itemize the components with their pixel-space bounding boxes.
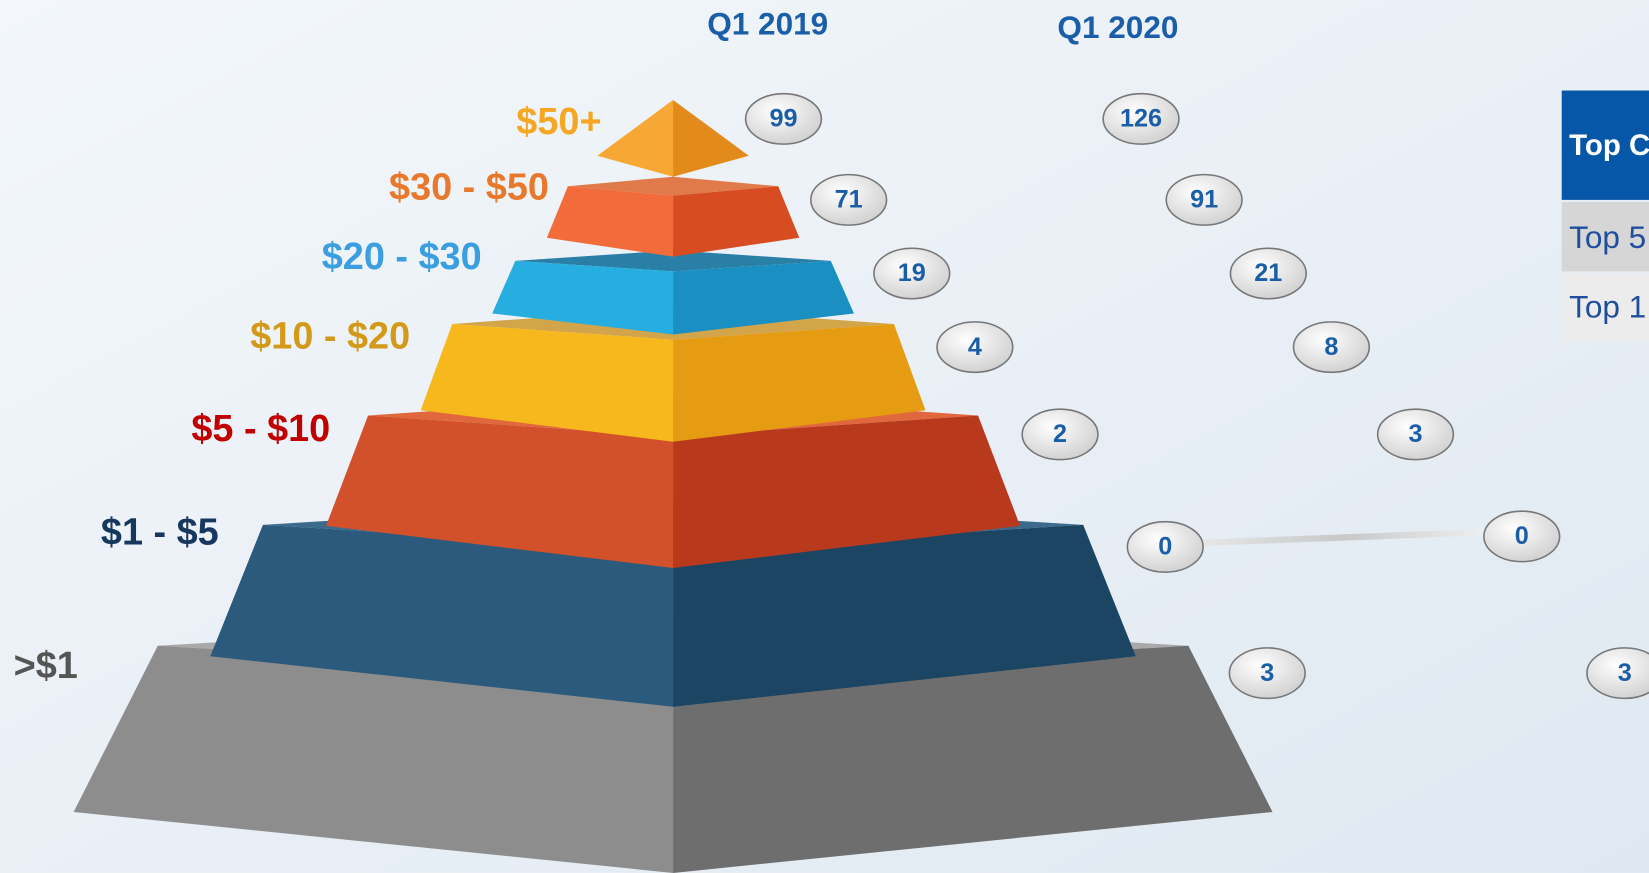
tier-label: $5 - $10 [191,408,330,450]
value-label: 71 [835,186,863,214]
tier-label: $1 - $5 [101,511,219,553]
value-label: 0 [1515,522,1529,550]
value-label: 126 [1120,105,1162,133]
value-label: 3 [1260,659,1274,687]
value-label: 91 [1190,186,1218,214]
tier-label: $30 - $50 [389,166,549,208]
value-label: 0 [1158,533,1172,561]
table: Top C Top 5 Top 1 [1562,91,1649,342]
value-label: 4 [968,333,982,361]
tier-label: >$1 [14,645,78,687]
value-label: 2 [1053,420,1067,448]
tier-label: $20 - $30 [322,236,482,278]
value-label: 8 [1324,333,1338,361]
value-label: 21 [1254,259,1282,287]
value-label: 99 [769,105,797,133]
table-header: Top C [1569,129,1649,162]
column-header: Q1 2020 [1057,9,1178,45]
table-cell: Top 1 [1569,289,1646,325]
tier-label: $50+ [516,101,601,143]
table-cell: Top 5 [1569,219,1646,255]
value-label: 3 [1618,659,1632,687]
value-label: 19 [898,259,926,287]
page: $50+ $30 - $50 $20 - $30 $10 - $20 $5 - $10 $… [0,0,1649,873]
slide: $50+ $30 - $50 $20 - $30 $10 - $20 $5 - $10 $… [0,0,1649,873]
column-header: Q1 2019 [707,6,828,42]
tier-label: $10 - $20 [250,316,410,358]
value-label: 3 [1409,420,1423,448]
